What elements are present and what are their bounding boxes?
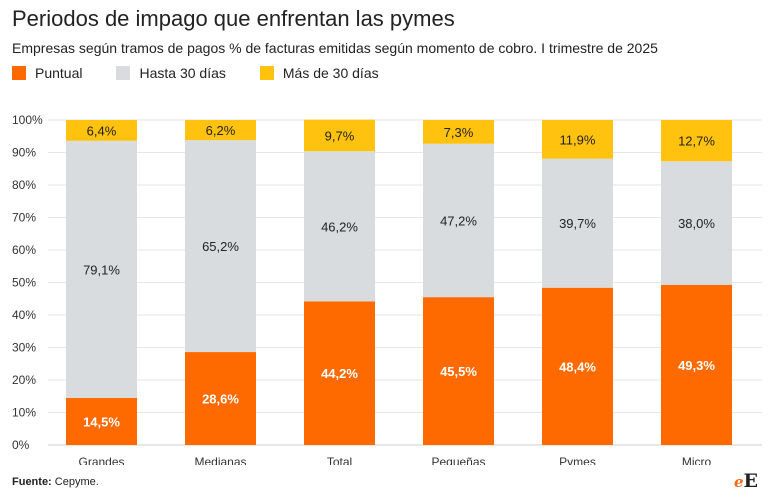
logo-mark-E: E: [743, 470, 758, 492]
bar-segment-hasta-30: [66, 140, 137, 398]
x-tick-label: Micro: [682, 455, 712, 465]
source-label: Fuente:: [12, 476, 52, 488]
data-label-puntual: 14,5%: [83, 414, 120, 429]
x-tick-label: Medianas: [194, 455, 246, 465]
y-tick-label: 50%: [12, 276, 36, 290]
bar-segment-puntual: [423, 297, 494, 445]
bar-segment-puntual: [661, 284, 732, 445]
y-tick-label: 90%: [12, 146, 36, 160]
brand-logo: eE: [734, 470, 758, 492]
x-tick-label: Pymes: [559, 455, 596, 465]
legend-swatch-mas-30: [259, 66, 274, 80]
y-tick-label: 10%: [12, 406, 36, 420]
x-tick-label: Pequeñas: [431, 455, 485, 465]
legend-swatch-hasta-30: [116, 66, 131, 80]
data-label-hasta-30: 46,2%: [321, 219, 358, 234]
legend-item-puntual: Puntual: [12, 65, 82, 81]
legend-swatch-puntual: [12, 66, 26, 80]
bar-segment-mas-30: [661, 120, 732, 162]
bar-segment-mas-30: [304, 119, 375, 152]
data-label-hasta-30: 79,1%: [83, 262, 120, 277]
bar-segment-hasta-30: [185, 140, 256, 353]
data-label-mas-30: 9,7%: [325, 128, 355, 143]
legend-label-hasta-30: Hasta 30 días: [139, 65, 226, 81]
y-tick-label: 0%: [12, 438, 30, 452]
bar-segment-mas-30: [185, 120, 256, 141]
y-tick-label: 30%: [12, 341, 36, 355]
y-tick-label: 60%: [12, 243, 36, 257]
legend: Puntual Hasta 30 días Más de 30 días: [12, 65, 413, 81]
bar-segment-puntual: [542, 287, 613, 445]
x-tick-label: Total: [327, 455, 352, 465]
y-tick-label: 80%: [12, 178, 36, 192]
data-label-mas-30: 6,4%: [87, 123, 117, 138]
data-label-mas-30: 6,2%: [206, 123, 236, 138]
source-note: Fuente: Cepyme.: [12, 476, 99, 488]
x-tick-label: Grandes: [78, 455, 124, 465]
y-tick-label: 40%: [12, 308, 36, 322]
y-tick-label: 20%: [12, 373, 36, 387]
bar-segment-hasta-30: [661, 161, 732, 285]
legend-label-puntual: Puntual: [35, 65, 83, 81]
logo-mark-e: e: [733, 473, 744, 491]
data-label-puntual: 45,5%: [440, 364, 477, 379]
data-label-puntual: 28,6%: [202, 392, 239, 407]
bar-segment-puntual: [185, 352, 256, 445]
legend-item-mas-30: Más de 30 días: [259, 65, 379, 81]
y-tick-label: 70%: [12, 211, 36, 225]
legend-item-hasta-30: Hasta 30 días: [116, 65, 226, 81]
bar-segment-mas-30: [542, 120, 613, 159]
y-tick-label: 100%: [12, 113, 43, 127]
data-label-puntual: 44,2%: [321, 366, 358, 381]
legend-label-mas-30: Más de 30 días: [282, 65, 379, 81]
bar-segment-hasta-30: [423, 143, 494, 298]
bar-segment-puntual: [304, 301, 375, 445]
data-label-hasta-30: 39,7%: [559, 216, 596, 231]
data-label-hasta-30: 47,2%: [440, 213, 477, 228]
data-label-puntual: 49,3%: [678, 358, 715, 373]
stacked-bar-chart: 0% 10% 20% 30% 40% 50% 60% 70% 80% 90% 100% 14,5% 79…: [12, 113, 762, 465]
data-label-puntual: 48,4%: [559, 359, 596, 374]
data-label-hasta-30: 65,2%: [202, 239, 239, 254]
data-label-hasta-30: 38,0%: [678, 216, 715, 231]
bar-segment-puntual: [66, 397, 137, 445]
data-label-mas-30: 12,7%: [678, 134, 715, 149]
bar-segment-mas-30: [66, 120, 137, 141]
bar-segment-mas-30: [423, 120, 494, 144]
chart-title: Periodos de impago que enfrentan las pym…: [12, 6, 455, 31]
data-label-mas-30: 11,9%: [560, 132, 596, 147]
bar-segment-hasta-30: [304, 151, 375, 302]
bar-segment-hasta-30: [542, 158, 613, 288]
source-text: Cepyme.: [51, 476, 99, 488]
chart-subtitle: Empresas según tramos de pagos % de fact…: [12, 40, 658, 56]
data-label-mas-30: 7,3%: [444, 125, 474, 140]
